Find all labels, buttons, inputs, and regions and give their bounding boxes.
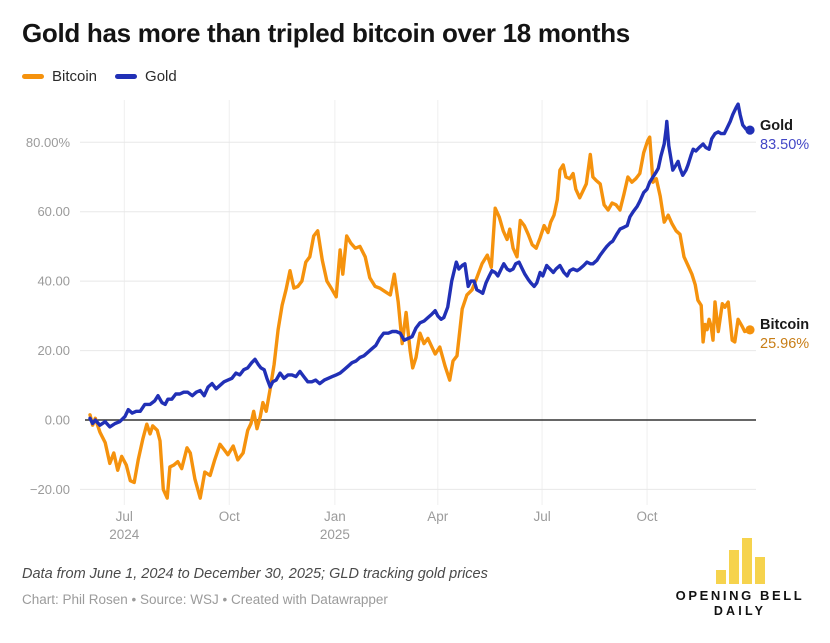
y-axis-label: 60.00	[37, 204, 70, 219]
opening-bell-daily-logo: OPENING BELL DAILY	[658, 536, 822, 618]
x-axis-label: Jul	[116, 509, 133, 524]
x-axis-year-label: 2025	[320, 527, 350, 542]
gold-end-value: 83.50%	[760, 137, 810, 153]
x-axis-label: Oct	[219, 509, 240, 524]
x-axis-year-label: 2024	[109, 527, 140, 542]
legend: Bitcoin Gold	[22, 68, 177, 85]
gold-line	[88, 102, 752, 429]
x-axis-label: Oct	[637, 509, 658, 524]
source-credit: Chart: Phil Rosen • Source: WSJ • Create…	[22, 592, 388, 607]
bitcoin-end-dot	[745, 325, 755, 335]
gold-swatch-icon	[115, 74, 138, 79]
y-axis-label: 40.00	[37, 274, 70, 289]
x-axis-label: Jan	[324, 509, 346, 524]
legend-item-gold: Gold	[115, 68, 177, 85]
x-axis-label: Jul	[533, 509, 550, 524]
bitcoin-line	[88, 135, 752, 500]
bitcoin-swatch-icon	[22, 74, 44, 79]
bitcoin-end-value: 25.96%	[760, 336, 810, 352]
legend-label-gold: Gold	[145, 68, 177, 85]
x-axis-label: Apr	[427, 509, 449, 524]
y-axis-label: −20.00	[30, 482, 70, 497]
legend-item-bitcoin: Bitcoin	[22, 68, 97, 85]
gold-end-dot	[745, 125, 755, 135]
page-title: Gold has more than tripled bitcoin over …	[22, 18, 630, 48]
y-axis-label: 80.00%	[26, 135, 71, 150]
legend-label-bitcoin: Bitcoin	[52, 68, 98, 85]
logo-text-line1: OPENING BELL	[675, 588, 805, 603]
logo-bars-icon	[658, 536, 822, 584]
y-axis-label: 0.00	[45, 413, 70, 428]
data-note: Data from June 1, 2024 to December 30, 2…	[22, 566, 488, 582]
bitcoin-end-label: Bitcoin	[760, 317, 810, 333]
y-axis-label: 20.00	[37, 343, 70, 358]
gold-end-label: Gold	[760, 118, 794, 134]
logo-text-line2: DAILY	[713, 604, 767, 618]
